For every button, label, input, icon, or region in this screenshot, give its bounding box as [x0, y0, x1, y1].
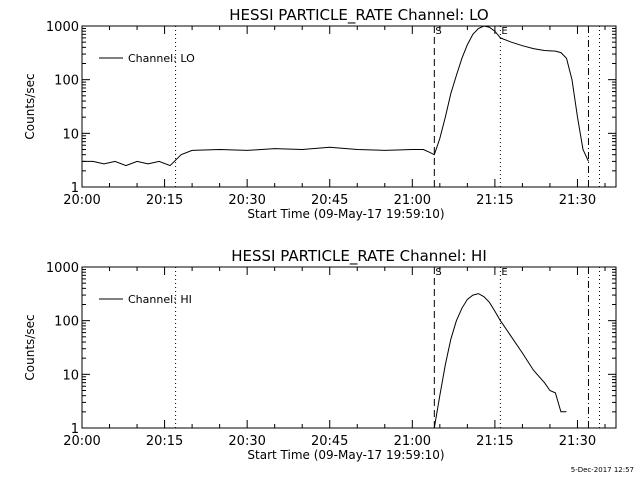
- x-tick-label: 20:00: [63, 434, 100, 449]
- x-tick-label: 20:30: [228, 434, 265, 449]
- x-tick-label: 20:15: [146, 434, 183, 449]
- x-tick-label: 21:15: [476, 193, 513, 208]
- y-tick-label: 100: [54, 74, 79, 89]
- x-tick-label: 20:45: [311, 434, 348, 449]
- y-axis-label: Counts/sec: [23, 73, 37, 139]
- y-tick-label: 10: [62, 368, 79, 383]
- x-tick-label: 21:30: [559, 434, 596, 449]
- y-tick-label: 10: [62, 127, 79, 142]
- event-marker-label: S: [435, 26, 441, 37]
- chart-title: HESSI PARTICLE_RATE Channel: HI: [231, 247, 487, 266]
- event-marker-label: E: [501, 26, 507, 37]
- legend-entry: Channel: LO: [128, 52, 195, 65]
- x-tick-label: 21:00: [394, 434, 431, 449]
- event-marker-label: E: [501, 267, 507, 278]
- event-marker-label: S: [435, 267, 441, 278]
- chart-panel-hi: HESSI PARTICLE_RATE Channel: HI Counts/se…: [23, 247, 617, 462]
- chart-title: HESSI PARTICLE_RATE Channel: LO: [229, 6, 488, 25]
- legend-entry: Channel: HI: [128, 293, 192, 306]
- plot-frame: [81, 25, 617, 188]
- x-tick-label: 21:00: [394, 193, 431, 208]
- footer-date: 5-Dec-2017 12:57: [570, 466, 634, 474]
- x-tick-label: 20:30: [228, 193, 265, 208]
- chart-panel-lo: HESSI PARTICLE_RATE Channel: LO Counts/se…: [23, 6, 617, 221]
- y-axis-label: Counts/sec: [23, 314, 37, 380]
- series-line-0: [82, 25, 589, 167]
- x-tick-label: 20:15: [146, 193, 183, 208]
- x-axis-label: Start Time (09-May-17 19:59:10): [247, 207, 444, 221]
- x-tick-label: 21:30: [559, 193, 596, 208]
- x-axis-label: Start Time (09-May-17 19:59:10): [247, 448, 444, 462]
- x-tick-label: 20:45: [311, 193, 348, 208]
- y-tick-label: 1000: [46, 261, 79, 276]
- x-tick-label: 21:15: [476, 434, 513, 449]
- series-line-0: [433, 293, 567, 429]
- y-tick-label: 1000: [46, 20, 79, 35]
- y-tick-label: 100: [54, 315, 79, 330]
- y-tick-label: 1: [71, 181, 79, 196]
- x-tick-label: 20:00: [63, 193, 100, 208]
- y-tick-label: 1: [71, 422, 79, 437]
- plot-frame: [81, 266, 617, 429]
